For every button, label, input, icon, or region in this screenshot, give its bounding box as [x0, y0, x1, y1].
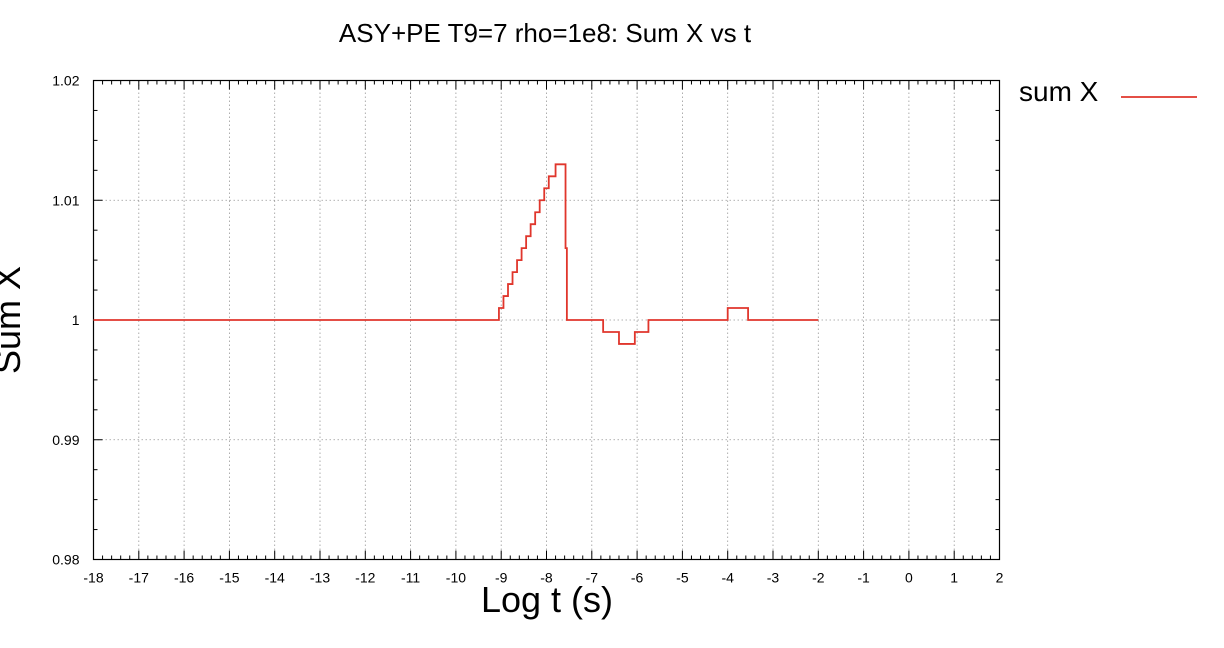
x-tick-label: -17: [129, 570, 149, 586]
x-tick-label: -4: [721, 570, 734, 586]
minor-ticks: [93, 80, 1000, 560]
x-tick-label: -9: [495, 570, 508, 586]
chart-title: ASY+PE T9=7 rho=1e8: Sum X vs t: [339, 18, 752, 48]
x-tick-label: 2: [996, 570, 1004, 586]
y-tick-label: 0.99: [52, 432, 79, 448]
x-tick-label: -7: [586, 570, 599, 586]
x-axis-title: Log t (s): [481, 579, 613, 620]
y-tick-label: 0.98: [52, 552, 79, 568]
x-tick-label: -18: [83, 570, 103, 586]
x-tick-label: -5: [676, 570, 689, 586]
x-tick-label: -11: [401, 570, 420, 586]
x-tick-label: 1: [950, 570, 958, 586]
x-tick-label: -8: [540, 570, 553, 586]
x-tick-label: -14: [265, 570, 285, 586]
x-tick-label: 0: [905, 570, 913, 586]
grid-lines: [93, 80, 1000, 560]
legend: sum X: [1019, 76, 1197, 107]
series-line-sum-x: [93, 163, 819, 345]
x-tick-label: -12: [355, 570, 375, 586]
y-tick-label: 1.02: [52, 73, 79, 89]
y-tick-labels: 0.98 0.99 1 1.01 1.02: [52, 73, 79, 568]
x-tick-labels: -18 -17 -16 -15 -14 -13 -12 -11 -10 -9 -8 -7 -6 -5 -4-…: [83, 570, 1003, 586]
x-tick-label: -6: [631, 570, 644, 586]
major-ticks: [93, 80, 1000, 560]
x-tick-label: -3: [767, 570, 780, 586]
y-tick-label: 1: [72, 312, 80, 328]
y-axis-title: Sum X: [0, 266, 28, 374]
x-tick-label: -10: [446, 570, 466, 586]
x-tick-label: -1: [857, 570, 870, 586]
x-tick-label: -15: [219, 570, 239, 586]
x-tick-label: -16: [174, 570, 194, 586]
y-tick-label: 1.01: [52, 192, 79, 208]
legend-label: sum X: [1019, 76, 1099, 107]
x-tick-label: -13: [310, 570, 330, 586]
x-tick-label: -2: [812, 570, 825, 586]
